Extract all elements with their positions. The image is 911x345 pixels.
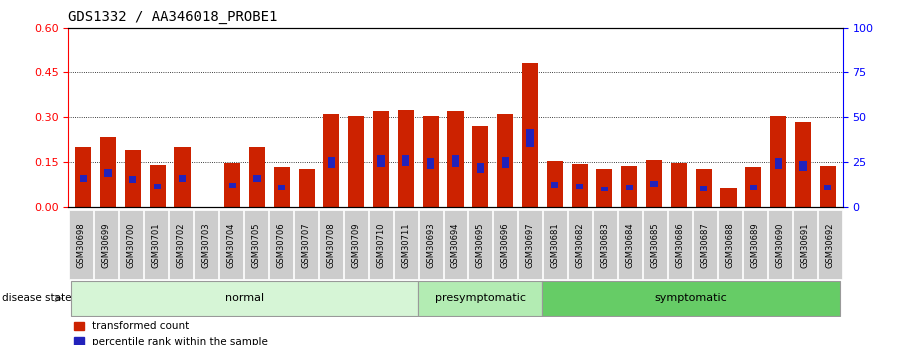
Bar	[423, 116, 439, 207]
Text: GSM30698: GSM30698	[77, 222, 86, 268]
Bar	[576, 184, 583, 189]
Bar	[551, 182, 558, 188]
Bar	[820, 166, 836, 207]
Bar	[547, 161, 563, 207]
Text: GSM30703: GSM30703	[201, 222, 210, 268]
Text: GSM30710: GSM30710	[376, 222, 385, 268]
Text: GSM30681: GSM30681	[551, 222, 560, 268]
Bar	[774, 158, 782, 169]
Bar	[824, 185, 832, 190]
Text: GSM30702: GSM30702	[176, 222, 185, 268]
Text: GDS1332 / AA346018_PROBE1: GDS1332 / AA346018_PROBE1	[68, 10, 278, 24]
Bar	[249, 147, 265, 207]
Bar	[174, 147, 190, 207]
Bar	[149, 165, 166, 207]
Bar	[75, 147, 91, 207]
Bar	[348, 116, 364, 207]
Bar	[403, 155, 409, 166]
Text: GSM30696: GSM30696	[501, 222, 510, 268]
Text: GSM30700: GSM30700	[127, 222, 135, 268]
Bar	[278, 185, 285, 190]
Text: GSM30697: GSM30697	[526, 222, 535, 268]
Bar	[323, 114, 340, 207]
Bar	[377, 155, 384, 167]
Text: GSM30706: GSM30706	[276, 222, 285, 268]
Bar	[229, 183, 236, 188]
Bar	[125, 150, 141, 207]
Bar	[328, 157, 335, 168]
Bar	[224, 163, 241, 207]
Text: GSM30686: GSM30686	[676, 222, 685, 268]
Bar	[770, 116, 786, 207]
FancyBboxPatch shape	[542, 282, 840, 315]
Bar	[670, 163, 687, 207]
Text: GSM30692: GSM30692	[825, 222, 834, 268]
Text: disease state: disease state	[2, 294, 71, 303]
Bar	[100, 137, 116, 207]
Text: GSM30704: GSM30704	[226, 222, 235, 268]
Bar	[154, 184, 161, 189]
Bar	[650, 181, 658, 187]
Bar	[472, 126, 488, 207]
Bar	[799, 161, 806, 171]
Text: GSM30682: GSM30682	[576, 222, 585, 268]
Text: presymptomatic: presymptomatic	[435, 294, 526, 303]
Bar	[700, 186, 707, 191]
Bar	[452, 155, 459, 167]
Bar	[373, 111, 389, 207]
FancyBboxPatch shape	[71, 282, 418, 315]
Text: GSM30705: GSM30705	[251, 222, 261, 268]
Bar	[745, 167, 762, 207]
Bar	[646, 160, 662, 207]
Text: GSM30688: GSM30688	[726, 222, 735, 268]
Bar	[497, 114, 513, 207]
Bar	[795, 122, 811, 207]
Text: GSM30694: GSM30694	[451, 222, 460, 268]
Text: GSM30683: GSM30683	[601, 222, 609, 268]
Bar	[571, 164, 588, 207]
Bar	[253, 175, 261, 182]
Text: GSM30707: GSM30707	[302, 222, 310, 268]
Bar	[179, 175, 186, 182]
Bar	[597, 169, 612, 207]
Bar	[427, 158, 435, 169]
Text: GSM30711: GSM30711	[401, 222, 410, 268]
Text: symptomatic: symptomatic	[655, 294, 728, 303]
Bar	[626, 185, 633, 190]
Bar	[721, 188, 737, 207]
Text: GSM30691: GSM30691	[801, 222, 810, 268]
Text: GSM30684: GSM30684	[626, 222, 635, 268]
Bar	[522, 63, 538, 207]
Text: GSM30689: GSM30689	[751, 222, 760, 268]
Text: GSM30695: GSM30695	[476, 222, 485, 268]
Bar	[600, 187, 608, 191]
Bar	[299, 169, 314, 207]
Bar	[447, 111, 464, 207]
Text: GSM30685: GSM30685	[650, 222, 660, 268]
Text: GSM30687: GSM30687	[701, 222, 710, 268]
FancyBboxPatch shape	[418, 282, 542, 315]
Text: GSM30701: GSM30701	[151, 222, 160, 268]
Bar	[129, 176, 137, 183]
Text: normal: normal	[225, 294, 264, 303]
Legend: transformed count, percentile rank within the sample: transformed count, percentile rank withi…	[74, 322, 268, 345]
Text: GSM30708: GSM30708	[326, 222, 335, 268]
Bar	[502, 157, 508, 168]
Text: GSM30693: GSM30693	[426, 222, 435, 268]
Text: GSM30690: GSM30690	[776, 222, 784, 268]
Text: GSM30699: GSM30699	[101, 222, 110, 268]
Bar	[527, 129, 534, 147]
Bar	[273, 167, 290, 207]
Bar	[398, 110, 414, 207]
Bar	[621, 166, 638, 207]
Bar	[105, 169, 112, 177]
Bar	[750, 185, 757, 190]
Text: GSM30709: GSM30709	[351, 222, 360, 268]
Bar	[79, 175, 87, 182]
Bar	[476, 164, 484, 173]
Bar	[696, 169, 711, 207]
